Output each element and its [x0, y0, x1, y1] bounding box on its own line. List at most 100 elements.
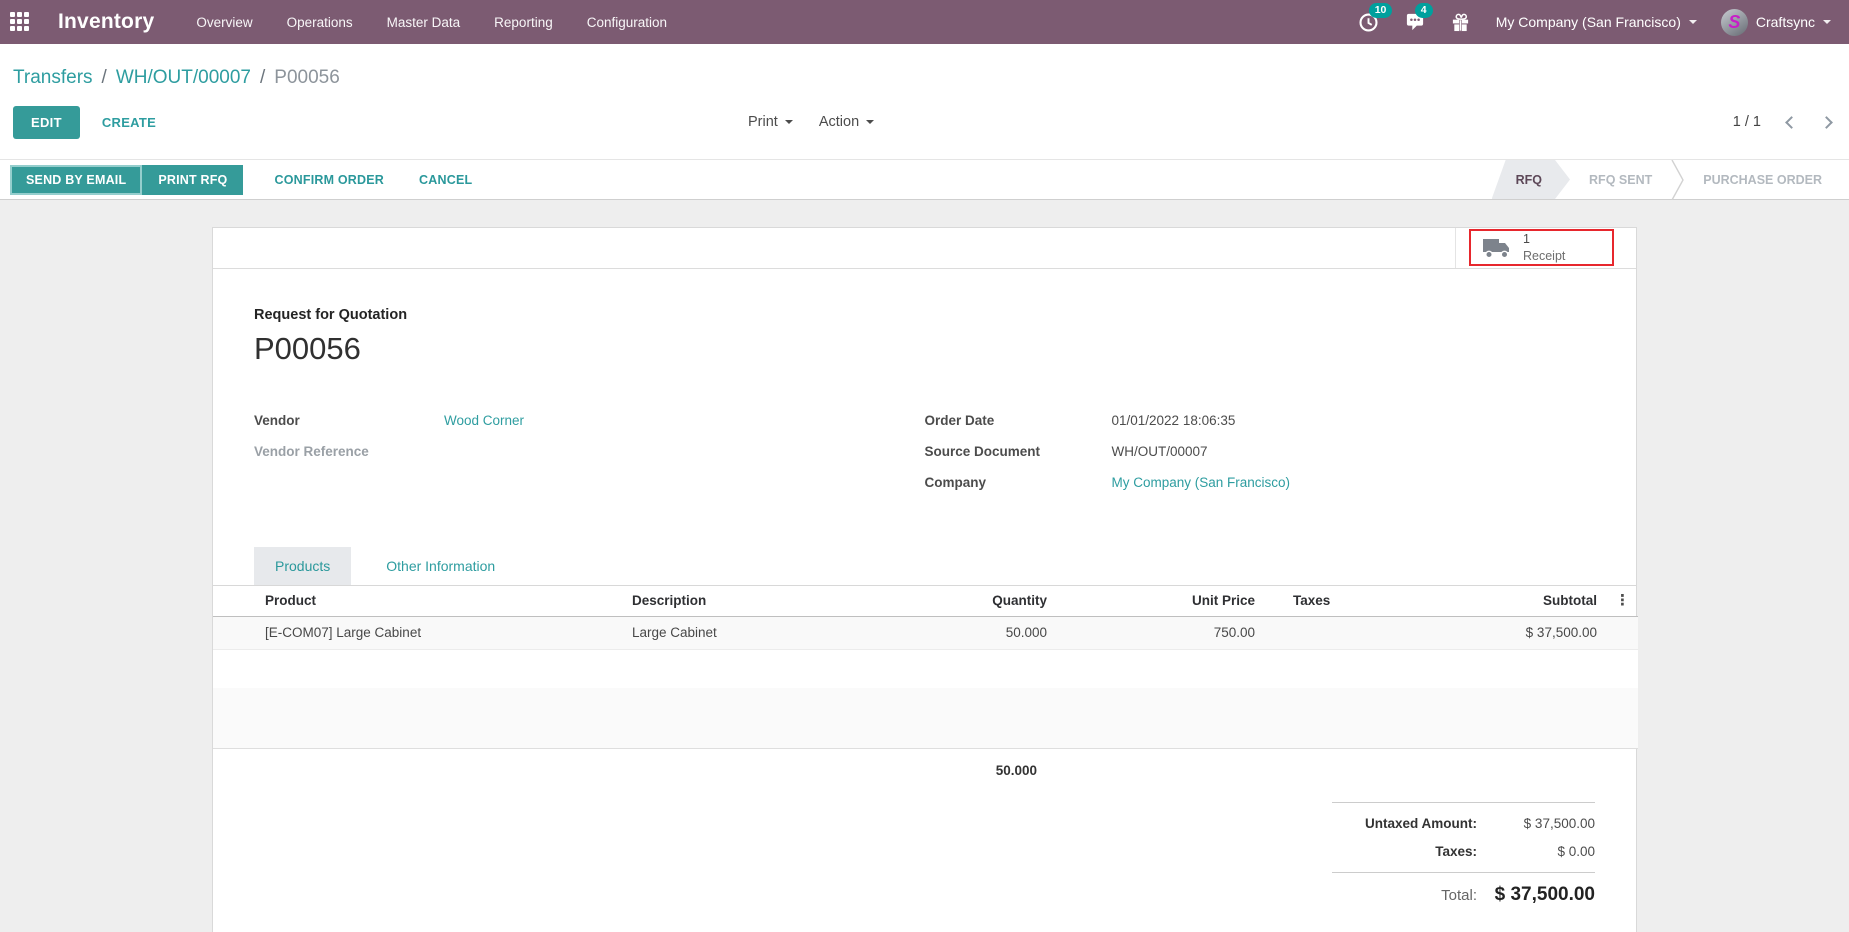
cell-description[interactable]: Large Cabinet — [622, 616, 867, 650]
table-row[interactable]: [E-COM07] Large Cabinet Large Cabinet 50… — [213, 616, 1638, 650]
breadcrumb-current: P00056 — [274, 67, 340, 88]
action-dropdown[interactable]: Action — [819, 114, 875, 130]
pager-previous-icon[interactable] — [1785, 115, 1798, 129]
vendor-link[interactable]: Wood Corner — [444, 413, 525, 428]
field-group-left: Vendor Wood Corner Vendor Reference — [254, 413, 925, 506]
confirm-order-button[interactable]: CONFIRM ORDER — [270, 165, 388, 195]
untaxed-amount-row: Untaxed Amount: $ 37,500.00 — [1332, 816, 1595, 831]
message-count-badge: 4 — [1414, 3, 1433, 18]
pager-value: 1 / 1 — [1732, 114, 1761, 130]
form-sheet: 1 Receipt Request for Quotation P00056 V… — [212, 227, 1638, 932]
activity-count-badge: 10 — [1368, 3, 1393, 18]
field-vendor-reference: Vendor Reference — [254, 444, 925, 464]
total-value: $ 37,500.00 — [1494, 883, 1595, 905]
untaxed-amount-value: $ 37,500.00 — [1523, 815, 1595, 831]
field-label: Order Date — [924, 413, 995, 428]
empty-row — [213, 649, 1638, 688]
edit-button[interactable]: EDIT — [13, 105, 80, 139]
taxes-value: $ 0.00 — [1557, 843, 1595, 859]
column-header-subtotal[interactable]: Subtotal — [1415, 586, 1607, 617]
send-by-email-button[interactable]: SEND BY EMAIL — [10, 164, 143, 195]
statusbar: SEND BY EMAIL PRINT RFQ CONFIRM ORDER CA… — [0, 159, 1849, 200]
breadcrumb-transfers[interactable]: Transfers — [13, 67, 93, 88]
tab-other-information[interactable]: Other Information — [386, 558, 496, 574]
apps-menu-icon[interactable] — [10, 12, 30, 32]
chevron-down-icon — [1823, 20, 1831, 24]
cell-quantity[interactable]: 50.000 — [867, 616, 1057, 650]
chevron-down-icon — [1688, 20, 1697, 24]
company-name: My Company (San Francisco) — [1495, 14, 1681, 30]
print-rfq-button[interactable]: PRINT RFQ — [142, 164, 244, 195]
order-lines-table: Product Description Quantity Unit Price … — [213, 586, 1638, 749]
tab-products[interactable]: Products — [254, 547, 352, 585]
breadcrumb-separator: / — [101, 67, 107, 88]
nav-item-master-data[interactable]: Master Data — [386, 14, 461, 30]
table-header-row: Product Description Quantity Unit Price … — [213, 586, 1638, 617]
field-source-document: Source Document WH/OUT/00007 — [925, 444, 1596, 464]
document-subtitle: Request for Quotation — [254, 307, 408, 323]
print-dropdown[interactable]: Print — [748, 114, 793, 130]
create-button[interactable]: CREATE — [101, 114, 157, 130]
field-label: Vendor — [254, 413, 300, 428]
nav-item-configuration[interactable]: Configuration — [586, 14, 668, 30]
taxes-row: Taxes: $ 0.00 — [1332, 844, 1595, 859]
activities-button[interactable]: 10 — [1358, 3, 1393, 33]
chat-bubble-icon — [1406, 13, 1423, 31]
quantity-column-total: 50.000 — [995, 762, 1037, 778]
nav-item-reporting[interactable]: Reporting — [494, 14, 553, 30]
total-row: Total: $ 37,500.00 — [1332, 871, 1595, 906]
document-title: P00056 — [254, 331, 361, 366]
user-menu[interactable]: S Craftsync — [1720, 8, 1831, 36]
nav-item-overview[interactable]: Overview — [196, 14, 253, 30]
state-rfq[interactable]: RFQ — [1492, 160, 1570, 199]
receipt-label: Receipt — [1523, 248, 1566, 263]
state-separator-icon — [1671, 159, 1685, 200]
cell-taxes[interactable] — [1265, 616, 1415, 650]
pager: 1 / 1 — [1732, 114, 1833, 130]
navbar-systray: 10 4 My Company (San Francisco) S Crafts… — [1358, 3, 1831, 36]
form-view-background: 1 Receipt Request for Quotation P00056 V… — [0, 200, 1849, 932]
source-document-value[interactable]: WH/OUT/00007 — [1111, 444, 1208, 459]
empty-row — [213, 688, 1638, 749]
column-header-unit-price[interactable]: Unit Price — [1057, 586, 1265, 617]
company-link[interactable]: My Company (San Francisco) — [1111, 475, 1291, 490]
field-order-date: Order Date 01/01/2022 18:06:35 — [925, 413, 1596, 433]
column-header-product[interactable]: Product — [213, 586, 622, 617]
enterprise-gift-button[interactable] — [1450, 11, 1472, 33]
sheet-body: Request for Quotation P00056 Vendor Wood… — [213, 307, 1638, 906]
nav-item-operations[interactable]: Operations — [286, 14, 353, 30]
column-header-taxes[interactable]: Taxes — [1265, 586, 1415, 617]
breadcrumb: Transfers / WH/OUT/00007 / P00056 — [0, 44, 1849, 94]
pager-next-icon[interactable] — [1820, 115, 1833, 129]
breadcrumb-picking[interactable]: WH/OUT/00007 — [115, 67, 251, 88]
app-name[interactable]: Inventory — [58, 10, 155, 33]
truck-icon — [1483, 238, 1509, 258]
state-purchase-order[interactable]: PURCHASE ORDER — [1703, 172, 1822, 187]
cancel-button[interactable]: CANCEL — [415, 165, 476, 195]
breadcrumb-separator: / — [259, 67, 266, 88]
receipt-smart-button[interactable]: 1 Receipt — [1469, 229, 1614, 266]
control-panel-menus: Print Action — [748, 114, 875, 130]
field-vendor: Vendor Wood Corner — [254, 413, 925, 433]
company-switcher[interactable]: My Company (San Francisco) — [1496, 14, 1697, 30]
top-navbar: Inventory Overview Operations Master Dat… — [0, 0, 1849, 44]
user-avatar: S — [1720, 8, 1748, 36]
cell-subtotal[interactable]: $ 37,500.00 — [1415, 616, 1607, 650]
button-box-divider — [1455, 228, 1456, 268]
cell-unit-price[interactable]: 750.00 — [1057, 616, 1265, 650]
order-date-value[interactable]: 01/01/2022 18:06:35 — [1111, 413, 1236, 428]
optional-columns-icon[interactable]: ⋮ — [1615, 592, 1630, 610]
cell-product[interactable]: [E-COM07] Large Cabinet — [213, 616, 622, 650]
state-rfq-sent[interactable]: RFQ SENT — [1589, 172, 1653, 187]
field-group-right: Order Date 01/01/2022 18:06:35 Source Do… — [925, 413, 1596, 506]
field-label: Company — [924, 475, 987, 490]
totals-summary: Untaxed Amount: $ 37,500.00 Taxes: $ 0.0… — [1332, 801, 1595, 906]
field-label: Source Document — [924, 444, 1041, 459]
column-header-description[interactable]: Description — [622, 586, 867, 617]
column-header-quantity[interactable]: Quantity — [867, 586, 1057, 617]
field-label: Vendor Reference — [254, 444, 369, 459]
messages-button[interactable]: 4 — [1404, 3, 1433, 33]
receipt-count: 1 — [1523, 232, 1530, 247]
clock-icon — [1359, 12, 1378, 32]
